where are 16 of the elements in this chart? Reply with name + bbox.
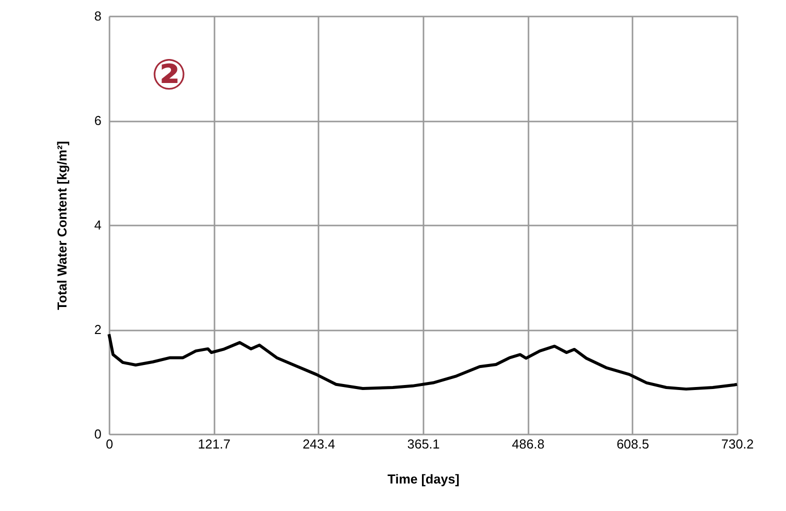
x-tick-label: 0 xyxy=(106,436,114,452)
x-axis-title: Time [days] xyxy=(387,472,460,486)
x-tick-label: 121.7 xyxy=(198,436,230,452)
y-tick-label: 4 xyxy=(94,218,102,232)
x-tick-label: 730.2 xyxy=(721,436,754,452)
y-tick-label: 2 xyxy=(94,322,102,337)
y-axis-title: Total Water Content [kg/m²] xyxy=(54,141,70,310)
x-tick-label: 365.1 xyxy=(407,436,440,452)
annotation: ② xyxy=(151,50,187,99)
line-series xyxy=(108,332,738,391)
x-tick-label: 608.5 xyxy=(616,436,650,452)
y-tick-label: 6 xyxy=(94,113,102,128)
y-tick-label: 8 xyxy=(94,8,102,24)
x-tick-label: 243.4 xyxy=(302,436,336,452)
x-tick-label: 486.8 xyxy=(512,436,544,452)
y-tick-label: 0 xyxy=(94,426,102,442)
